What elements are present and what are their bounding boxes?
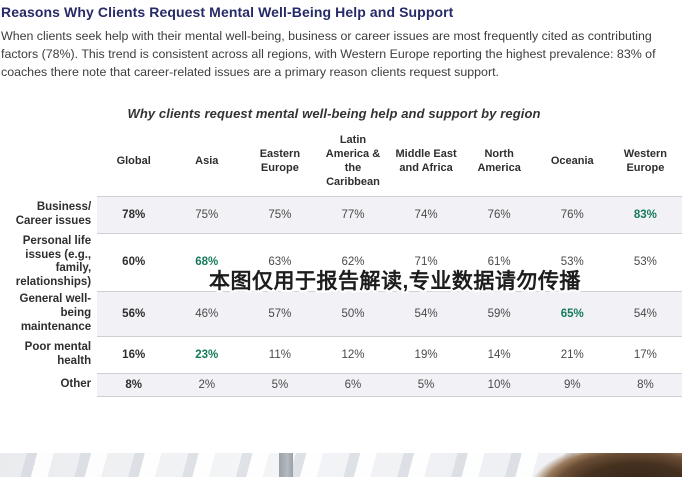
table-row: Poor mental health 16% 23% 11% 12% 19% 14% 21% 1… (0, 335, 682, 374)
value-cell: 77% (316, 195, 390, 233)
row-label: General well-being maintenance (0, 291, 98, 337)
value-cell: 9% (535, 372, 609, 397)
column-header: Eastern Europe (259, 148, 301, 174)
column-header: Global (116, 154, 151, 167)
table-row: Business/ Career issues 78% 75% 75% 77% 74% 76… (0, 195, 682, 233)
value-cell: 46% (170, 290, 244, 337)
table-row: Personal life issues (e.g., family, rela… (0, 232, 682, 292)
value-cell: 75% (243, 195, 317, 233)
column-header: Western Europe (623, 148, 667, 174)
value-cell: 62% (316, 232, 390, 292)
footer-photo (0, 453, 682, 477)
corner-cell (0, 132, 97, 196)
watermark-text: 本图仅用于报告解读,专业数据请勿传播 (209, 270, 581, 293)
value-cell: 53% (535, 232, 609, 292)
row-label: Personal life issues (e.g., family, rela… (0, 233, 98, 292)
value-cell: 6% (316, 372, 390, 397)
value-cell: 53% (608, 232, 682, 292)
table-header: Global Asia Eastern Europe Latin America & … (0, 132, 682, 196)
table-header-row: Global Asia Eastern Europe Latin America & … (0, 132, 682, 196)
intro-paragraph: When clients seek help with their mental… (1, 29, 656, 79)
value-cell: 76% (462, 195, 536, 233)
value-cell: 16% (97, 335, 171, 374)
value-cell: 83% (608, 195, 682, 233)
column-header: Oceania (550, 154, 594, 167)
row-label: Poor mental health (0, 336, 98, 374)
window-frame-bar (279, 453, 293, 477)
value-cell: 5% (389, 372, 463, 397)
value-cell: 65% (535, 290, 609, 337)
column-header: Asia (195, 154, 219, 167)
value-cell: 2% (170, 372, 244, 397)
value-cell: 21% (535, 335, 609, 374)
value-cell: 17% (608, 335, 682, 374)
table-row: Other 8% 2% 5% 6% 5% 10% 9% 8% (0, 372, 682, 397)
value-cell: 23% (170, 335, 244, 374)
value-cell: 78% (97, 195, 171, 233)
value-cell: 8% (608, 372, 682, 397)
value-cell: 59% (462, 290, 536, 337)
value-cell: 76% (535, 195, 609, 233)
column-header: North America (477, 148, 521, 174)
value-cell: 12% (316, 335, 390, 374)
column-header: Latin America & the Caribbean (325, 134, 381, 188)
figure-title: Why clients request mental well-being he… (127, 106, 541, 121)
value-cell: 19% (389, 335, 463, 374)
value-cell: 54% (608, 290, 682, 337)
table-row: General well-being maintenance 56% 46% 57% 5… (0, 290, 682, 337)
column-header: Middle East and Africa (395, 148, 457, 174)
region-data-table: Global Asia Eastern Europe Latin America & … (0, 132, 682, 397)
value-cell: 8% (97, 372, 171, 397)
value-cell: 60% (97, 232, 171, 292)
value-cell: 63% (243, 232, 317, 292)
value-cell: 75% (170, 195, 244, 233)
row-label: Business/ Career issues (0, 196, 98, 233)
value-cell: 11% (243, 335, 317, 374)
value-cell: 57% (243, 290, 317, 337)
person-hair (522, 453, 682, 477)
value-cell: 50% (316, 290, 390, 337)
value-cell: 56% (97, 290, 171, 337)
value-cell: 5% (243, 372, 317, 397)
value-cell: 74% (389, 195, 463, 233)
value-cell: 10% (462, 372, 536, 397)
value-cell: 71% (389, 232, 463, 292)
value-cell: 61% (462, 232, 536, 292)
value-cell: 14% (462, 335, 536, 374)
value-cell: 54% (389, 290, 463, 337)
row-label: Other (0, 373, 98, 397)
value-cell: 68% (170, 232, 244, 292)
table-body: Business/ Career issues 78% 75% 75% 77% 74% 76… (0, 195, 682, 397)
section-heading: Reasons Why Clients Request Mental Well-… (1, 4, 454, 20)
